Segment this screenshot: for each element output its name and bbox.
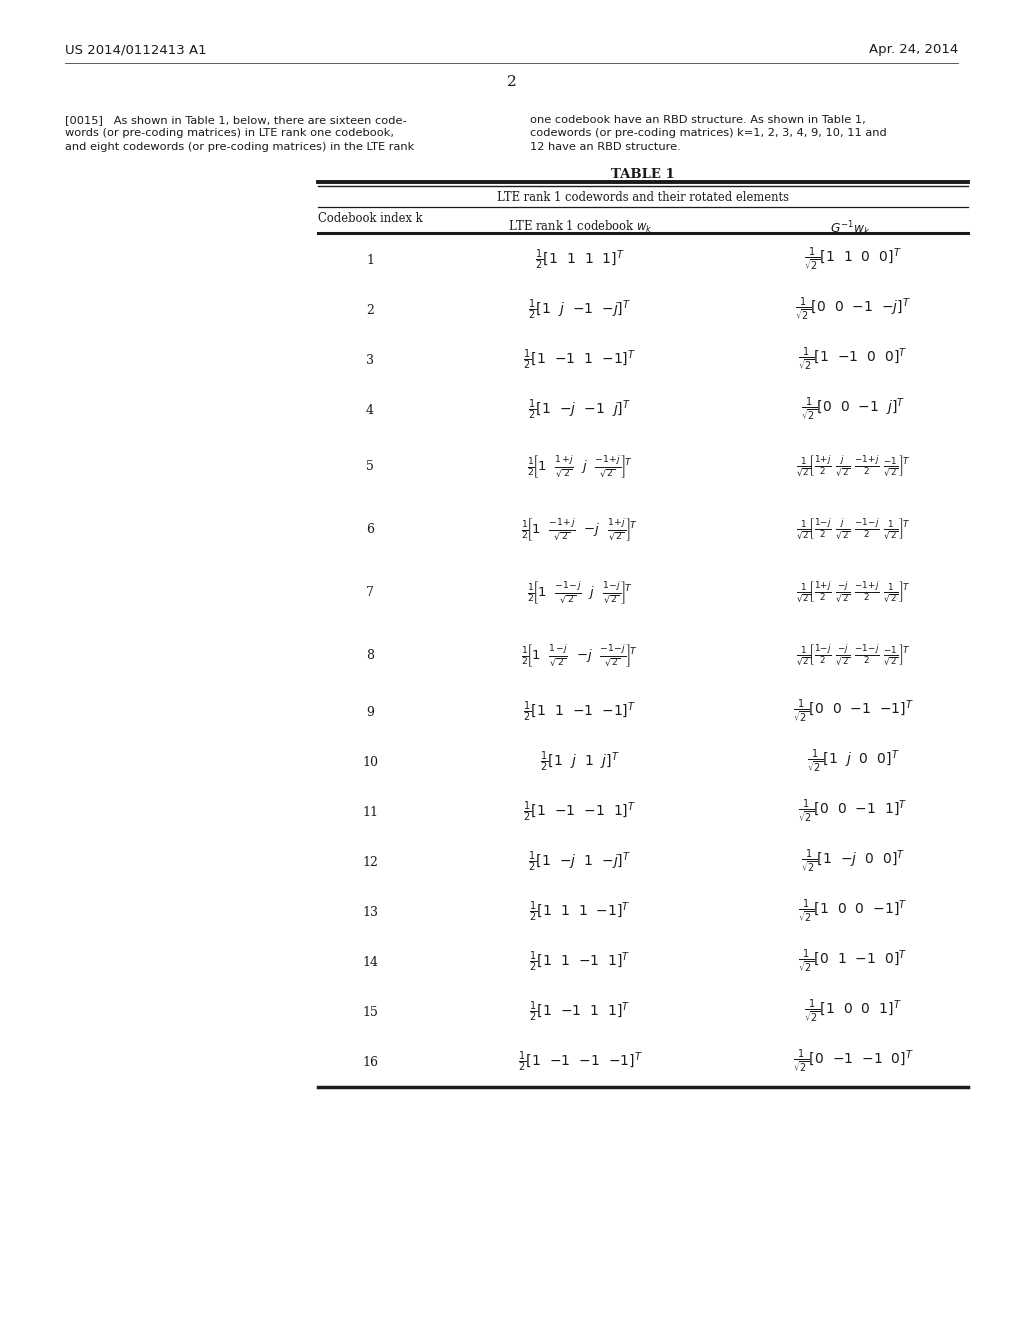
Text: $\frac{1}{2}[1\ \ 1\ \ 1\ \ 1]^T$: $\frac{1}{2}[1\ \ 1\ \ 1\ \ 1]^T$ — [536, 248, 625, 272]
Text: $\frac{1}{2}\!\left[1\ \ \frac{-1\!-\!j}{\sqrt{2}}\ \ j\ \ \frac{1\!-\!j}{\sqrt{: $\frac{1}{2}\!\left[1\ \ \frac{-1\!-\!j}… — [527, 579, 633, 606]
Text: $\frac{1}{2}[1\ \ {-1}\ \ {-1}\ \ 1]^T$: $\frac{1}{2}[1\ \ {-1}\ \ {-1}\ \ 1]^T$ — [523, 800, 637, 824]
Text: 11: 11 — [362, 805, 378, 818]
Text: 8: 8 — [366, 649, 374, 663]
Text: $\frac{1}{2}[1\ \ 1\ \ {-1}\ \ 1]^T$: $\frac{1}{2}[1\ \ 1\ \ {-1}\ \ 1]^T$ — [529, 950, 631, 974]
Text: $\frac{1}{2}\!\left[1\ \ \frac{1\!-\!j}{\sqrt{2}}\ \ {-j}\ \ \frac{-1\!-\!j}{\sq: $\frac{1}{2}\!\left[1\ \ \frac{1\!-\!j}{… — [521, 643, 639, 669]
Text: and eight codewords (or pre-coding matrices) in the LTE rank: and eight codewords (or pre-coding matri… — [65, 143, 415, 152]
Text: $\frac{1}{\sqrt{2}}\!\left[\frac{1\!+\!j}{2}\ \frac{-j}{\sqrt{2}}\ \frac{-1\!+\!: $\frac{1}{\sqrt{2}}\!\left[\frac{1\!+\!j… — [796, 579, 910, 605]
Text: one codebook have an RBD structure. As shown in Table 1,: one codebook have an RBD structure. As s… — [530, 115, 865, 125]
Text: $\frac{1}{2}\!\left[1\ \ \frac{1\!+\!j}{\sqrt{2}}\ \ j\ \ \frac{-1\!+\!j}{\sqrt{: $\frac{1}{2}\!\left[1\ \ \frac{1\!+\!j}{… — [527, 453, 633, 479]
Text: $\frac{1}{2}\!\left[1\ \ \frac{-1\!+\!j}{\sqrt{2}}\ \ {-j}\ \ \frac{1\!+\!j}{\sq: $\frac{1}{2}\!\left[1\ \ \frac{-1\!+\!j}… — [521, 516, 639, 543]
Text: $\frac{1}{2}[1\ \ 1\ \ {-1}\ \ {-1}]^T$: $\frac{1}{2}[1\ \ 1\ \ {-1}\ \ {-1}]^T$ — [523, 700, 637, 725]
Text: $\frac{1}{2}[1\ \ j\ \ 1\ \ j]^T$: $\frac{1}{2}[1\ \ j\ \ 1\ \ j]^T$ — [540, 750, 620, 774]
Text: $\frac{1}{\sqrt{2}}\!\left[\frac{1\!+\!j}{2}\ \frac{j}{\sqrt{2}}\ \frac{-1\!+\!j: $\frac{1}{\sqrt{2}}\!\left[\frac{1\!+\!j… — [796, 454, 910, 479]
Text: 12: 12 — [362, 855, 378, 869]
Text: $\frac{1}{\sqrt{2}}[1\ \ 0\ \ 0\ \ 1]^T$: $\frac{1}{\sqrt{2}}[1\ \ 0\ \ 0\ \ 1]^T$ — [804, 998, 902, 1026]
Text: $\frac{1}{\sqrt{2}}\!\left[\frac{1\!-\!j}{2}\ \frac{j}{\sqrt{2}}\ \frac{-1\!-\!j: $\frac{1}{\sqrt{2}}\!\left[\frac{1\!-\!j… — [796, 517, 910, 543]
Text: $\frac{1}{\sqrt{2}}[0\ \ 0\ \ {-1}\ \ {-j}]^T$: $\frac{1}{\sqrt{2}}[0\ \ 0\ \ {-1}\ \ {-… — [795, 296, 911, 325]
Text: $\frac{1}{\sqrt{2}}[0\ \ 1\ \ {-1}\ \ 0]^T$: $\frac{1}{\sqrt{2}}[0\ \ 1\ \ {-1}\ \ 0]… — [799, 948, 907, 975]
Text: 9: 9 — [366, 705, 374, 718]
Text: 6: 6 — [366, 523, 374, 536]
Text: 2: 2 — [507, 75, 517, 88]
Text: $\frac{1}{\sqrt{2}}[0\ \ 0\ \ {-1}\ \ 1]^T$: $\frac{1}{\sqrt{2}}[0\ \ 0\ \ {-1}\ \ 1]… — [799, 797, 907, 826]
Text: $\frac{1}{\sqrt{2}}[1\ \ {-j}\ \ 0\ \ 0]^T$: $\frac{1}{\sqrt{2}}[1\ \ {-j}\ \ 0\ \ 0]… — [801, 847, 905, 876]
Text: LTE rank 1 codebook $w_k$: LTE rank 1 codebook $w_k$ — [508, 219, 652, 235]
Text: [0015]   As shown in Table 1, below, there are sixteen code-: [0015] As shown in Table 1, below, there… — [65, 115, 407, 125]
Text: 4: 4 — [366, 404, 374, 417]
Text: US 2014/0112413 A1: US 2014/0112413 A1 — [65, 44, 207, 57]
Text: $\frac{1}{2}[1\ \ {-j}\ \ {-1}\ \ j]^T$: $\frac{1}{2}[1\ \ {-j}\ \ {-1}\ \ j]^T$ — [528, 397, 632, 422]
Text: $\frac{1}{2}[1\ \ j\ \ {-1}\ \ {-j}]^T$: $\frac{1}{2}[1\ \ j\ \ {-1}\ \ {-j}]^T$ — [528, 298, 632, 322]
Text: 10: 10 — [362, 755, 378, 768]
Text: Apr. 24, 2014: Apr. 24, 2014 — [868, 44, 958, 57]
Text: 15: 15 — [362, 1006, 378, 1019]
Text: $G^{-1}w_k$: $G^{-1}w_k$ — [829, 219, 870, 238]
Text: $\frac{1}{\sqrt{2}}[0\ \ {-1}\ \ {-1}\ \ 0]^T$: $\frac{1}{\sqrt{2}}[0\ \ {-1}\ \ {-1}\ \… — [793, 1048, 913, 1076]
Text: $\frac{1}{2}[1\ \ 1\ \ 1\ \ {-1}]^T$: $\frac{1}{2}[1\ \ 1\ \ 1\ \ {-1}]^T$ — [529, 900, 631, 924]
Text: 1: 1 — [366, 253, 374, 267]
Text: $\frac{1}{\sqrt{2}}[0\ \ 0\ \ {-1}\ \ {-1}]^T$: $\frac{1}{\sqrt{2}}[0\ \ 0\ \ {-1}\ \ {-… — [793, 698, 913, 726]
Text: TABLE 1: TABLE 1 — [611, 168, 675, 181]
Text: $\frac{1}{\sqrt{2}}[0\ \ 0\ \ {-1}\ \ j]^T$: $\frac{1}{\sqrt{2}}[0\ \ 0\ \ {-1}\ \ j]… — [801, 396, 905, 424]
Text: words (or pre-coding matrices) in LTE rank one codebook,: words (or pre-coding matrices) in LTE ra… — [65, 128, 394, 139]
Text: 2: 2 — [366, 304, 374, 317]
Text: codewords (or pre-coding matrices) k=1, 2, 3, 4, 9, 10, 11 and: codewords (or pre-coding matrices) k=1, … — [530, 128, 887, 139]
Text: $\frac{1}{\sqrt{2}}[1\ \ {-1}\ \ 0\ \ 0]^T$: $\frac{1}{\sqrt{2}}[1\ \ {-1}\ \ 0\ \ 0]… — [799, 346, 907, 374]
Text: $\frac{1}{2}[1\ \ {-1}\ \ 1\ \ {-1}]^T$: $\frac{1}{2}[1\ \ {-1}\ \ 1\ \ {-1}]^T$ — [523, 348, 637, 372]
Text: Codebook index k: Codebook index k — [317, 213, 422, 224]
Text: 13: 13 — [362, 906, 378, 919]
Text: $\frac{1}{\sqrt{2}}\!\left[\frac{1\!-\!j}{2}\ \frac{-j}{\sqrt{2}}\ \frac{-1\!-\!: $\frac{1}{\sqrt{2}}\!\left[\frac{1\!-\!j… — [796, 643, 910, 668]
Text: 5: 5 — [366, 459, 374, 473]
Text: $\frac{1}{\sqrt{2}}[1\ \ 1\ \ 0\ \ 0]^T$: $\frac{1}{\sqrt{2}}[1\ \ 1\ \ 0\ \ 0]^T$ — [804, 246, 902, 275]
Text: $\frac{1}{\sqrt{2}}[1\ \ j\ \ 0\ \ 0]^T$: $\frac{1}{\sqrt{2}}[1\ \ j\ \ 0\ \ 0]^T$ — [807, 748, 899, 776]
Text: LTE rank 1 codewords and their rotated elements: LTE rank 1 codewords and their rotated e… — [497, 191, 790, 205]
Text: 16: 16 — [362, 1056, 378, 1068]
Text: 3: 3 — [366, 354, 374, 367]
Text: 14: 14 — [362, 956, 378, 969]
Text: $\frac{1}{2}[1\ \ {-1}\ \ 1\ \ 1]^T$: $\frac{1}{2}[1\ \ {-1}\ \ 1\ \ 1]^T$ — [529, 999, 631, 1024]
Text: $\frac{1}{2}[1\ \ {-j}\ \ 1\ \ {-j}]^T$: $\frac{1}{2}[1\ \ {-j}\ \ 1\ \ {-j}]^T$ — [528, 850, 632, 874]
Text: $\frac{1}{\sqrt{2}}[1\ \ 0\ \ 0\ \ {-1}]^T$: $\frac{1}{\sqrt{2}}[1\ \ 0\ \ 0\ \ {-1}]… — [799, 898, 907, 927]
Text: 7: 7 — [366, 586, 374, 599]
Text: 12 have an RBD structure.: 12 have an RBD structure. — [530, 143, 681, 152]
Text: $\frac{1}{2}[1\ \ {-1}\ \ {-1}\ \ {-1}]^T$: $\frac{1}{2}[1\ \ {-1}\ \ {-1}\ \ {-1}]^… — [518, 1049, 642, 1074]
